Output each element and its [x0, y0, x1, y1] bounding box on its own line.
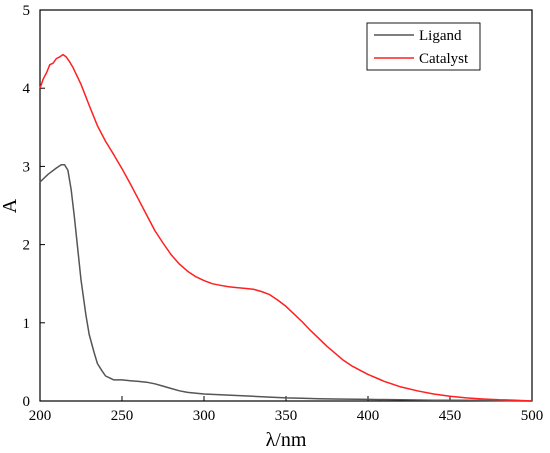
axis-ticks: 200 250 300 350 400 450 500 0 1 2 3 4 5 — [23, 3, 544, 424]
y-tick-label: 4 — [23, 81, 31, 97]
x-tick-label: 450 — [439, 408, 462, 424]
x-tick-label: 300 — [193, 408, 216, 424]
x-tick-label: 350 — [275, 408, 298, 424]
legend-label-ligand: Ligand — [419, 28, 462, 44]
series-line-ligand — [39, 164, 533, 402]
y-axis-label: A — [0, 198, 21, 213]
x-tick-label: 500 — [521, 408, 544, 424]
x-axis-label: λ/nm — [266, 429, 307, 451]
y-tick-label: 2 — [23, 238, 31, 254]
x-tick-label: 400 — [357, 408, 380, 424]
x-tick-label: 250 — [111, 408, 134, 424]
y-tick-label: 3 — [23, 159, 31, 175]
series-line-catalyst — [39, 53, 533, 402]
legend-box — [366, 22, 481, 71]
x-tick-label: 200 — [29, 408, 52, 424]
legend-label-catalyst: Catalyst — [419, 51, 469, 67]
y-tick-label: 1 — [23, 316, 31, 332]
legend: Ligand Catalyst — [366, 22, 481, 71]
series-lines — [39, 53, 533, 402]
y-tick-label: 0 — [23, 394, 31, 410]
y-tick-label: 5 — [23, 3, 31, 19]
